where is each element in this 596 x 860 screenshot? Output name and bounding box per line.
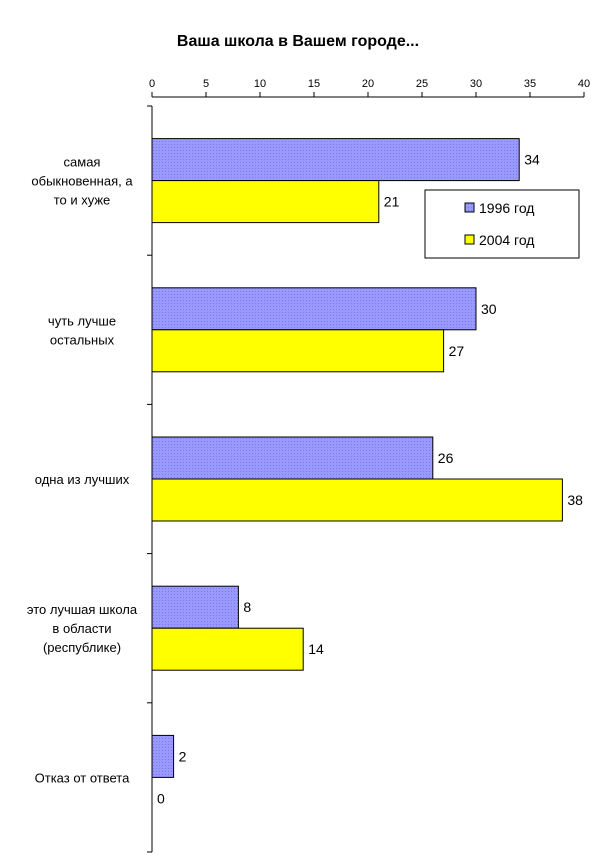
x-tick-label: 0 — [149, 78, 155, 90]
data-label: 30 — [481, 301, 497, 317]
x-tick-label: 20 — [362, 78, 374, 90]
x-tick-label: 15 — [308, 78, 320, 90]
category-label-line: в области — [52, 621, 111, 636]
category-label: самая обыкновенная, а то и хуже — [31, 155, 133, 208]
category-label-line: (республике) — [43, 640, 121, 655]
category-label-line: одна из лучших — [35, 472, 130, 487]
category-label-line: самая — [64, 155, 101, 170]
bar-1996 — [151, 585, 239, 629]
x-tick-label: 30 — [470, 78, 482, 90]
x-tick-label: 10 — [254, 78, 266, 90]
data-label: 14 — [308, 641, 324, 657]
bar-2004 — [151, 329, 445, 373]
data-label: 0 — [157, 790, 165, 806]
category-label-line: чуть лучше — [48, 313, 116, 328]
category-label: чуть лучше остальных — [48, 313, 116, 347]
x-tick-label: 5 — [203, 78, 209, 90]
bar-1996 — [151, 287, 477, 331]
bar-1996 — [151, 734, 175, 778]
data-label: 38 — [567, 492, 583, 508]
bar-2004 — [151, 627, 304, 671]
legend-swatch-2004 — [464, 234, 475, 245]
chart-title: Ваша школа в Вашем городе... — [177, 33, 419, 50]
data-label: 21 — [384, 194, 400, 210]
legend-label: 1996 год — [479, 200, 534, 216]
data-label: 27 — [449, 343, 465, 359]
category-label: это лучшая школа в области (республике) — [27, 602, 138, 655]
category-label: одна из лучших — [35, 472, 130, 487]
bar-2004 — [151, 478, 563, 522]
category-label-line: это лучшая школа — [27, 602, 138, 617]
category-label-line: обыкновенная, а — [31, 174, 133, 189]
legend-box — [424, 189, 580, 259]
bar-1996 — [151, 436, 434, 480]
data-label: 2 — [179, 748, 187, 764]
legend-swatch-1996 — [464, 202, 475, 213]
category-label: Отказ от ответа — [35, 770, 130, 785]
legend-label: 2004 год — [479, 232, 534, 248]
x-tick-label: 35 — [524, 78, 536, 90]
bar-2004 — [151, 180, 380, 224]
data-label: 34 — [524, 152, 540, 168]
category-label-line: остальных — [50, 332, 115, 347]
data-label: 26 — [438, 450, 454, 466]
data-label: 8 — [243, 599, 251, 615]
x-tick-label: 40 — [578, 78, 590, 90]
x-tick-label: 25 — [416, 78, 428, 90]
category-label-line: то и хуже — [54, 193, 111, 208]
category-label-line: Отказ от ответа — [35, 770, 130, 785]
bar-1996 — [151, 138, 520, 182]
